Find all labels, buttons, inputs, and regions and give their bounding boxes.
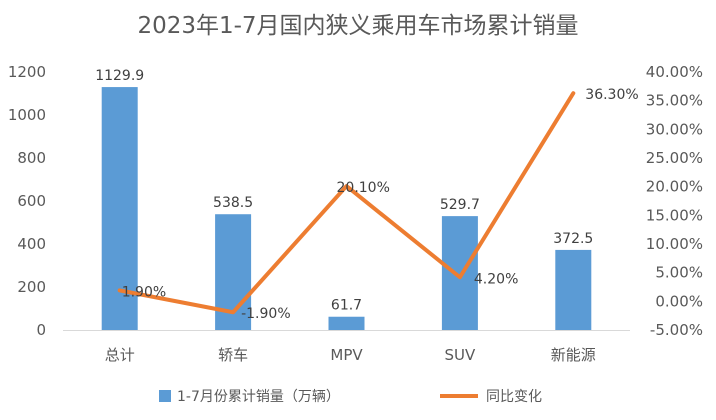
bar-value-label-1: 1129.9 — [95, 68, 144, 84]
category-label: 新能源 — [551, 346, 596, 364]
right-axis: -5.00% 0.00% 5.00% 10.00% 15.00% 20.00% 25.00%… — [646, 63, 703, 339]
category-label: SUV — [445, 346, 477, 364]
bar-4 — [441, 216, 478, 330]
line-value-label-3: 20.10% — [337, 180, 390, 196]
right-axis-tick: 30.00% — [646, 120, 703, 138]
right-axis-tick: 20.00% — [646, 178, 703, 196]
legend-label-bars: 1-7月份累计销量（万辆） — [177, 389, 340, 405]
left-axis-tick: 800 — [17, 149, 46, 167]
category-label: MPV — [330, 346, 363, 364]
left-axis-tick: 600 — [17, 192, 46, 210]
category-axis: 总计 轿车 MPV SUV 新能源 — [105, 346, 596, 364]
right-axis-tick: 40.00% — [646, 63, 703, 81]
right-axis-tick: 5.00% — [655, 264, 703, 282]
left-axis-tick: 1000 — [8, 106, 46, 124]
bar-value-label-5: 372.5 — [553, 231, 593, 247]
left-axis: 0 200 400 600 800 1000 1200 — [8, 63, 46, 339]
line-value-label-1: 1.90% — [122, 284, 166, 300]
legend: 1-7月份累计销量（万辆） 同比变化 — [159, 389, 542, 405]
line-layer — [117, 91, 576, 315]
chart-title: 2023年1-7月国内狭义乘用车市场累计销量 — [137, 13, 579, 39]
bar-value-label-4: 529.7 — [440, 197, 480, 213]
legend-label-line: 同比变化 — [486, 389, 542, 405]
right-axis-tick: 10.00% — [646, 235, 703, 253]
left-axis-tick: 1200 — [8, 63, 46, 81]
bar-3 — [328, 316, 365, 330]
line-value-label-5: 36.30% — [585, 87, 638, 103]
line-value-label-4: 4.20% — [474, 271, 518, 287]
labels-layer: 1129.9 538.5 61.7 529.7 372.5 1.90% -1.90% 20.1… — [95, 68, 638, 322]
left-axis-tick: 200 — [17, 278, 46, 296]
line-value-label-2: -1.90% — [241, 306, 291, 322]
legend-swatch-bars — [159, 390, 171, 402]
left-axis-tick: 400 — [17, 235, 46, 253]
right-axis-tick: 15.00% — [646, 206, 703, 224]
category-label: 轿车 — [218, 346, 248, 364]
category-label: 总计 — [105, 346, 135, 364]
bar-value-label-3: 61.7 — [331, 298, 362, 314]
bars-layer — [101, 87, 592, 330]
right-axis-tick: 35.00% — [646, 92, 703, 110]
right-axis-tick: 25.00% — [646, 149, 703, 167]
bar-value-label-2: 538.5 — [213, 195, 253, 211]
right-axis-tick: -5.00% — [650, 321, 703, 339]
bar-5 — [555, 249, 592, 330]
line-series-yoy — [117, 91, 576, 315]
left-axis-tick: 0 — [36, 321, 46, 339]
right-axis-tick: 0.00% — [655, 292, 703, 310]
